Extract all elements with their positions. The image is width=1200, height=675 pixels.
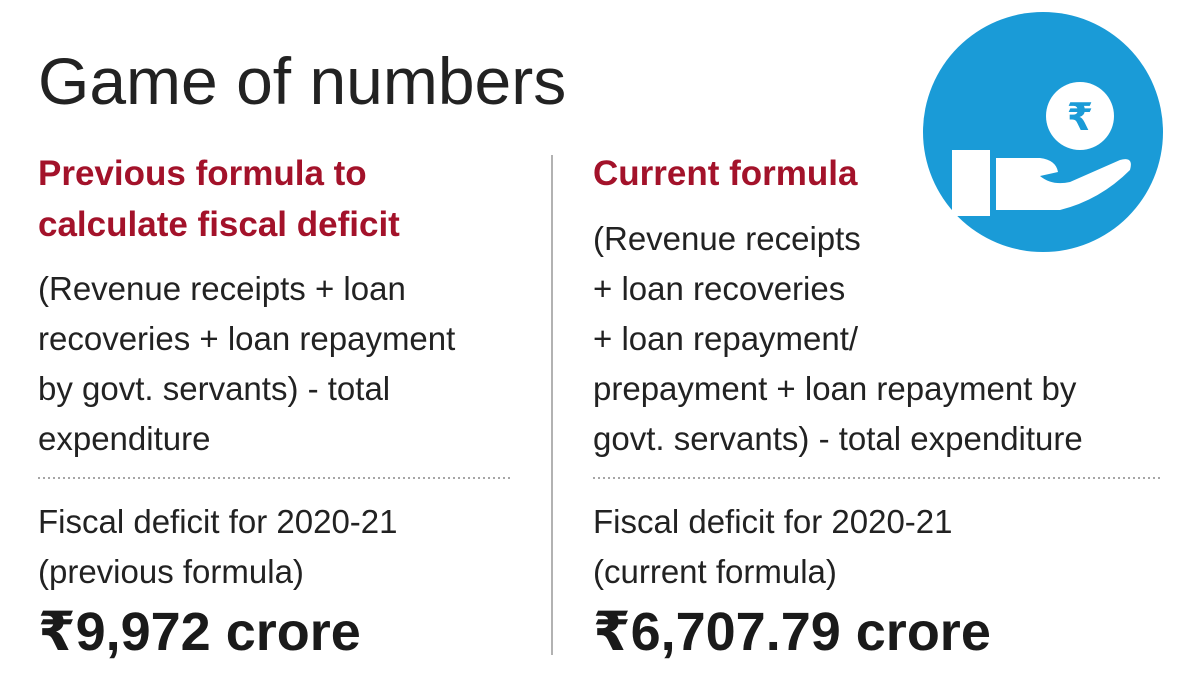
formula-line: govt. servants) - total expenditure xyxy=(593,420,1083,457)
formula-line: + loan repayment/ xyxy=(593,320,859,357)
formula-line: expenditure xyxy=(38,420,210,457)
heading: calculate fiscal deficit xyxy=(38,205,400,244)
formula-line: prepayment + loan repayment by xyxy=(593,370,1077,407)
heading: Current formula xyxy=(593,154,858,193)
result-label: (previous formula) xyxy=(38,553,304,590)
formula-line: by govt. servants) - total xyxy=(38,370,390,407)
formula-line: (Revenue receipts xyxy=(593,220,861,257)
formula-line: (Revenue receipts + loan xyxy=(38,270,406,307)
result-label: Fiscal deficit for 2020-21 xyxy=(593,503,953,540)
sleeve xyxy=(952,150,990,216)
amount: ₹6,707.79 crore xyxy=(593,602,991,662)
amount: ₹9,972 crore xyxy=(38,602,361,662)
formula-line: recoveries + loan repayment xyxy=(38,320,455,357)
heading: Previous formula to xyxy=(38,154,367,193)
title: Game of numbers xyxy=(38,44,566,118)
result-label: (current formula) xyxy=(593,553,837,590)
result-label: Fiscal deficit for 2020-21 xyxy=(38,503,398,540)
columns: Previous formula to calculate fiscal defi… xyxy=(38,154,1162,662)
rupee-symbol: ₹ xyxy=(1067,97,1093,139)
icon: ₹ xyxy=(923,12,1163,252)
hand xyxy=(996,158,1131,210)
formula-line: + loan recoveries xyxy=(593,270,845,307)
coin xyxy=(1046,82,1114,150)
